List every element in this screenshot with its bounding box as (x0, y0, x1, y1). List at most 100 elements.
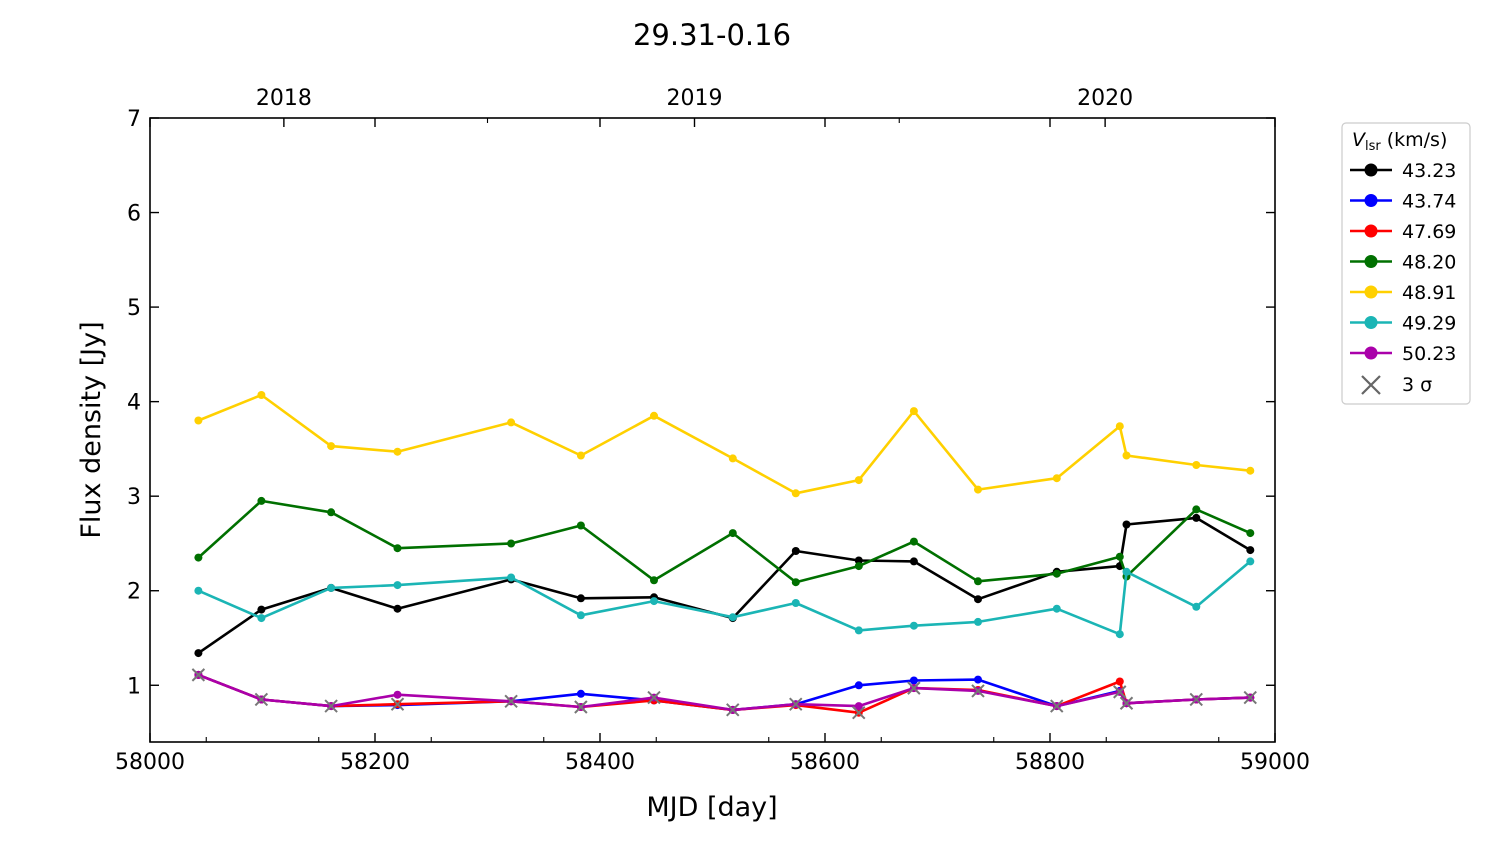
upper-limit-marker-1 (852, 705, 866, 720)
data-point-48.91-10 (909, 407, 918, 416)
legend-3sigma-marker (1361, 375, 1381, 395)
data-point-48.91-12 (1052, 474, 1061, 483)
data-point-48.20-10 (909, 537, 918, 546)
data-point-49.29-7 (728, 613, 737, 622)
series-43.23 (194, 513, 1255, 658)
upper-limit-marker-10 (907, 681, 921, 695)
x-axis-label: MJD [day] (646, 792, 777, 823)
upper-limit-marker-2 (191, 668, 206, 682)
y-tick-label-6: 6 (127, 202, 141, 227)
legend-title-unit: (km/s) (1387, 129, 1448, 151)
data-point-49.29-11 (974, 617, 982, 626)
data-point-49.29-1 (257, 614, 266, 623)
data-point-48.91-6 (650, 411, 658, 420)
data-point-49.29-5 (576, 611, 585, 620)
upper-limit-marker-13 (1113, 685, 1127, 699)
legend-label-43.74: 43.74 (1402, 191, 1456, 213)
top-tick-label-2020: 2020 (1077, 86, 1133, 111)
data-point-48.91-5 (576, 451, 585, 460)
data-point-48.20-12 (1052, 569, 1061, 578)
legend-item-49.29: 49.29 (1350, 313, 1456, 335)
legend-item-43.23: 43.23 (1350, 160, 1456, 182)
data-point-49.29-10 (909, 621, 918, 630)
data-point-48.20-7 (728, 529, 737, 538)
plot-series (191, 391, 1257, 720)
data-point-49.29-6 (650, 597, 658, 606)
chart-title: 29.31-0.16 (633, 18, 791, 52)
y-axis-label: Flux density [Jy] (76, 321, 107, 538)
data-point-43.74-9 (854, 681, 863, 690)
data-point-47.69-13 (1115, 677, 1124, 686)
data-point-43.23-8 (791, 547, 800, 555)
data-point-50.23-9 (854, 702, 863, 711)
data-point-48.91-13 (1115, 422, 1124, 431)
upper-limit-marker-14 (1119, 696, 1134, 710)
x-tick-label-58200: 58200 (340, 750, 410, 775)
data-point-49.29-15 (1192, 602, 1201, 611)
data-point-48.20-3 (393, 544, 402, 553)
upper-limit-markers (191, 668, 1257, 720)
data-point-48.20-5 (576, 521, 585, 530)
upper-limit-marker-8 (726, 703, 740, 717)
data-point-43.23-9 (854, 556, 863, 565)
data-point-48.20-15 (1192, 505, 1201, 514)
legend-label-48.20: 48.20 (1402, 252, 1456, 274)
upper-limit-marker-12 (1050, 699, 1064, 713)
data-point-48.91-4 (507, 418, 516, 427)
series-line-48.91 (197, 393, 1251, 495)
upper-limit-marker-16 (1243, 690, 1257, 705)
legend-label-48.91: 48.91 (1402, 282, 1456, 304)
data-point-48.91-9 (854, 476, 863, 485)
top-tick-label-2018: 2018 (256, 86, 312, 111)
data-point-43.74-11 (974, 675, 982, 684)
upper-limit-marker-9 (789, 697, 803, 711)
data-point-49.29-8 (791, 599, 800, 607)
data-point-43.23-14 (1122, 520, 1131, 529)
legend-item-48.20: 48.20 (1350, 252, 1456, 274)
top-axis-ticks: 2018 2019 2020 (256, 86, 1133, 127)
legend-item-50.23: 50.23 (1350, 343, 1456, 365)
legend-title-main: V (1352, 129, 1367, 151)
data-point-43.23-15 (1192, 513, 1201, 522)
legend-item-3sigma: 3 σ (1361, 374, 1432, 396)
upper-limit-marker-7 (647, 690, 661, 705)
data-point-43.23-10 (909, 557, 918, 566)
upper-limit-marker-15 (1189, 692, 1203, 707)
data-point-43.74-10 (909, 676, 918, 685)
legend-marker-48.91 (1364, 285, 1378, 299)
legend-items: 43.23 43.74 47.69 48.20 48.91 49.29 50.23 (1350, 160, 1456, 365)
data-point-49.29-0 (194, 586, 203, 595)
data-point-43.23-11 (974, 595, 982, 604)
legend-marker-47.69 (1364, 224, 1378, 238)
y-axis-ticks: 1 2 3 4 5 6 7 (127, 107, 1275, 699)
data-point-48.20-2 (327, 508, 336, 517)
data-point-48.91-15 (1192, 461, 1201, 469)
legend: Vlsr (km/s) 43.23 43.74 47.69 48.20 48.91 49.2… (1341, 122, 1471, 405)
data-point-49.29-13 (1115, 630, 1124, 639)
y-tick-label-4: 4 (127, 391, 141, 416)
data-point-48.20-11 (974, 577, 982, 586)
data-point-48.20-8 (791, 578, 800, 587)
data-point-48.20-13 (1115, 552, 1124, 561)
series-48.91 (194, 391, 1255, 498)
data-point-50.23-3 (393, 690, 402, 699)
series-line-48.20 (197, 499, 1251, 584)
data-point-43.23-5 (576, 594, 585, 603)
data-point-48.20-4 (507, 539, 516, 548)
y-tick-label-1: 1 (127, 674, 141, 699)
legend-marker-48.20 (1364, 255, 1378, 268)
data-point-49.29-14 (1122, 567, 1131, 576)
x-tick-label-58600: 58600 (790, 750, 860, 775)
legend-label-50.23: 50.23 (1402, 343, 1456, 365)
series-line-47.69 (197, 673, 1251, 714)
upper-limit-marker-11 (971, 684, 985, 698)
data-point-49.29-16 (1246, 557, 1255, 566)
series-line-49.29 (197, 560, 1252, 636)
top-tick-label-2019: 2019 (667, 86, 723, 111)
y-tick-label-5: 5 (127, 296, 141, 321)
legend-marker-43.74 (1364, 194, 1378, 207)
data-point-49.29-3 (393, 581, 402, 590)
legend-label-47.69: 47.69 (1402, 221, 1456, 243)
data-point-48.91-8 (791, 489, 800, 498)
